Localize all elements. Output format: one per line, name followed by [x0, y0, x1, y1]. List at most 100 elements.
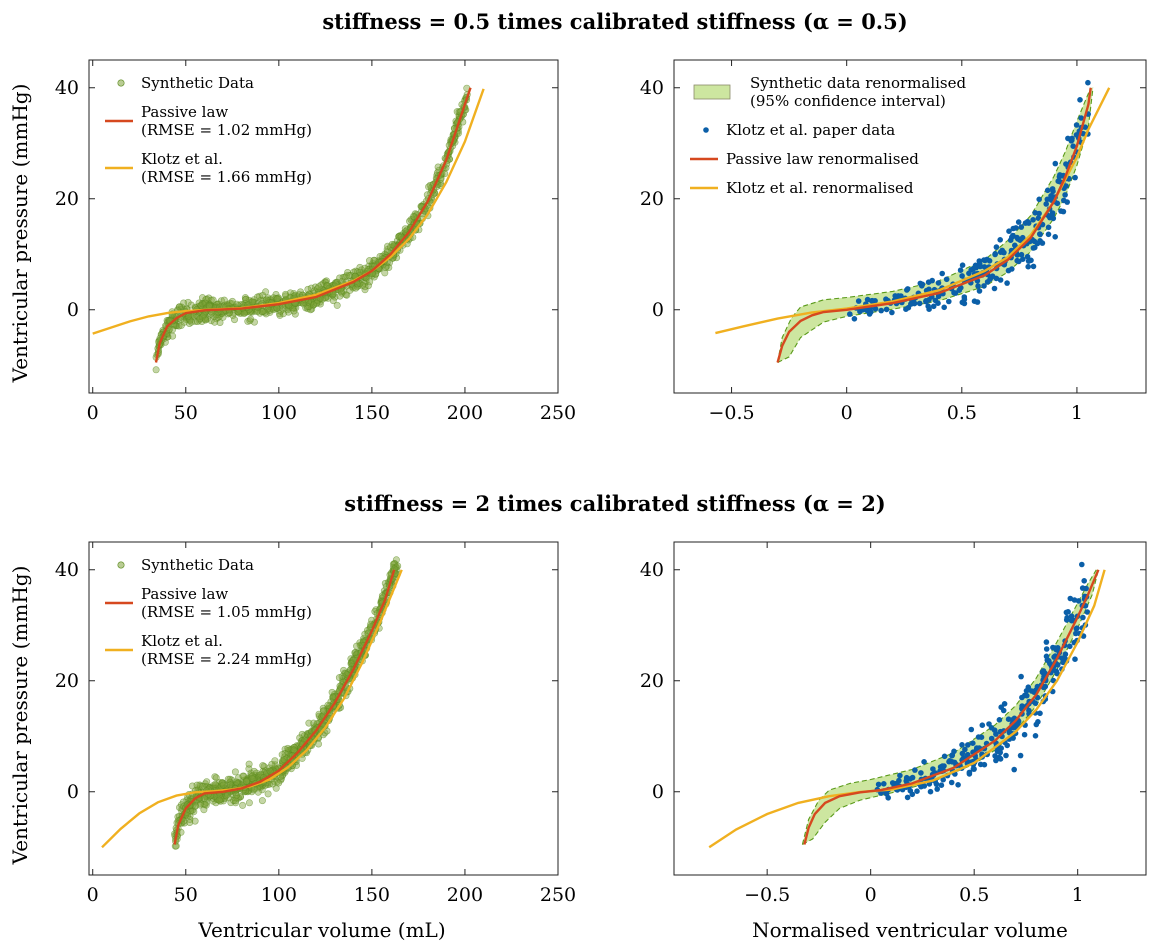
klotz-paper-point — [993, 244, 1000, 250]
legend-label: Klotz et al. — [141, 632, 223, 650]
synthetic-data-point — [329, 297, 337, 305]
synthetic-data-point — [215, 796, 223, 804]
klotz-paper-point — [1062, 192, 1068, 198]
klotz-paper-point — [868, 309, 874, 315]
x-tick-label: 0.5 — [959, 884, 989, 906]
klotz-paper-point — [935, 293, 942, 300]
klotz-paper-point — [1015, 219, 1022, 225]
synthetic-data-point — [211, 780, 219, 788]
klotz-paper-point — [979, 722, 986, 728]
klotz-paper-point — [1019, 694, 1025, 701]
klotz-paper-point — [1017, 752, 1024, 759]
y-tick-label: 20 — [640, 670, 664, 692]
klotz-paper-point — [981, 283, 987, 289]
y-tick-label: 40 — [55, 77, 79, 99]
x-tick-label: 50 — [174, 402, 198, 424]
klotz-paper-point — [993, 757, 999, 764]
synthetic-data-point — [280, 756, 288, 764]
klotz-paper-point — [965, 742, 971, 748]
klotz-paper-point — [897, 772, 903, 779]
legend-label: Synthetic data renormalised — [750, 74, 966, 92]
synthetic-data-point — [410, 212, 418, 220]
klotz-paper-point — [1021, 731, 1028, 738]
klotz-paper-point — [1023, 688, 1030, 694]
klotz-paper-point — [885, 795, 891, 801]
klotz-curve — [92, 88, 485, 335]
xlabel-right: Normalised ventricular volume — [752, 918, 1068, 942]
synthetic-data-point — [323, 282, 331, 290]
klotz-paper-point — [949, 759, 955, 765]
klotz-paper-point — [943, 276, 950, 283]
y-tick-label: 0 — [67, 781, 79, 803]
klotz-paper-point — [959, 750, 966, 757]
klotz-paper-point — [997, 749, 1003, 756]
klotz-paper-point — [940, 776, 946, 783]
klotz-paper-point — [1052, 645, 1058, 651]
x-tick-label: 0 — [87, 884, 99, 906]
klotz-paper-point — [959, 742, 965, 748]
klotz-paper-point — [959, 262, 966, 269]
klotz-paper-point — [1061, 197, 1067, 204]
plot-area — [101, 556, 403, 850]
y-tick-label: 40 — [640, 77, 664, 99]
klotz-paper-point — [939, 763, 946, 769]
synthetic-data-point — [352, 284, 360, 292]
y-tick-label: 0 — [652, 781, 664, 803]
klotz-paper-point — [941, 304, 947, 311]
klotz-paper-point — [1009, 234, 1015, 240]
synthetic-data-point — [356, 268, 364, 276]
passive-law-curve — [803, 569, 1100, 845]
synthetic-data-point — [313, 299, 321, 307]
y-tick-label: 40 — [55, 559, 79, 581]
klotz-paper-point — [1032, 244, 1038, 251]
klotz-paper-point — [1036, 196, 1042, 203]
synthetic-data-point — [365, 257, 373, 265]
x-tick-label: 100 — [261, 884, 297, 906]
klotz-paper-point — [881, 781, 887, 787]
klotz-paper-point — [961, 296, 968, 303]
synthetic-data-point — [333, 301, 341, 309]
klotz-paper-point — [992, 753, 998, 759]
synthetic-data-point — [262, 288, 270, 296]
klotz-paper-point — [1067, 643, 1073, 650]
klotz-paper-point — [1063, 161, 1069, 167]
klotz-paper-point — [955, 782, 961, 788]
klotz-paper-point — [1010, 724, 1016, 731]
klotz-paper-point — [1018, 224, 1025, 230]
klotz-paper-point — [1011, 766, 1017, 773]
synthetic-data-point — [315, 712, 323, 720]
synthetic-data-point — [193, 781, 201, 789]
klotz-paper-point — [1025, 263, 1031, 270]
klotz-paper-point — [998, 704, 1004, 710]
passive-law-curve — [173, 569, 396, 845]
top-title: stiffness = 0.5 times calibrated stiffne… — [322, 9, 907, 34]
klotz-paper-point — [1004, 742, 1010, 749]
synthetic-data-point — [217, 795, 225, 803]
klotz-paper-point — [923, 298, 929, 305]
xlabel-left: Ventricular volume (mL) — [197, 918, 445, 942]
klotz-paper-point — [962, 746, 968, 753]
klotz-paper-point — [1054, 670, 1060, 677]
klotz-paper-point — [1063, 609, 1070, 616]
klotz-paper-point — [988, 735, 995, 742]
klotz-paper-point — [889, 309, 895, 316]
klotz-paper-point — [976, 288, 983, 294]
klotz-paper-point — [974, 299, 981, 305]
panel-bottom-right: −0.5 0 0.5 1 0 20 40 — [640, 541, 1147, 906]
ylabel-bottom: Ventricular pressure (mmHg) — [8, 566, 32, 866]
legend-label: (RMSE = 1.02 mmHg) — [141, 121, 312, 139]
synthetic-data-point — [250, 786, 258, 794]
klotz-paper-point — [1081, 578, 1087, 584]
klotz-paper-point — [1039, 240, 1046, 246]
klotz-paper-point — [992, 251, 998, 258]
klotz-paper-point — [1044, 187, 1051, 194]
klotz-paper-point — [997, 756, 1004, 762]
synthetic-data-point — [335, 674, 343, 682]
klotz-paper-point — [1082, 124, 1089, 130]
klotz-paper-point — [883, 306, 890, 313]
x-tick-label: 150 — [354, 402, 390, 424]
klotz-paper-point — [948, 779, 955, 786]
synthetic-data-point — [152, 366, 160, 374]
legend: Synthetic Data Passive law(RMSE = 1.02 mm… — [105, 74, 312, 186]
klotz-paper-point — [1070, 143, 1076, 149]
